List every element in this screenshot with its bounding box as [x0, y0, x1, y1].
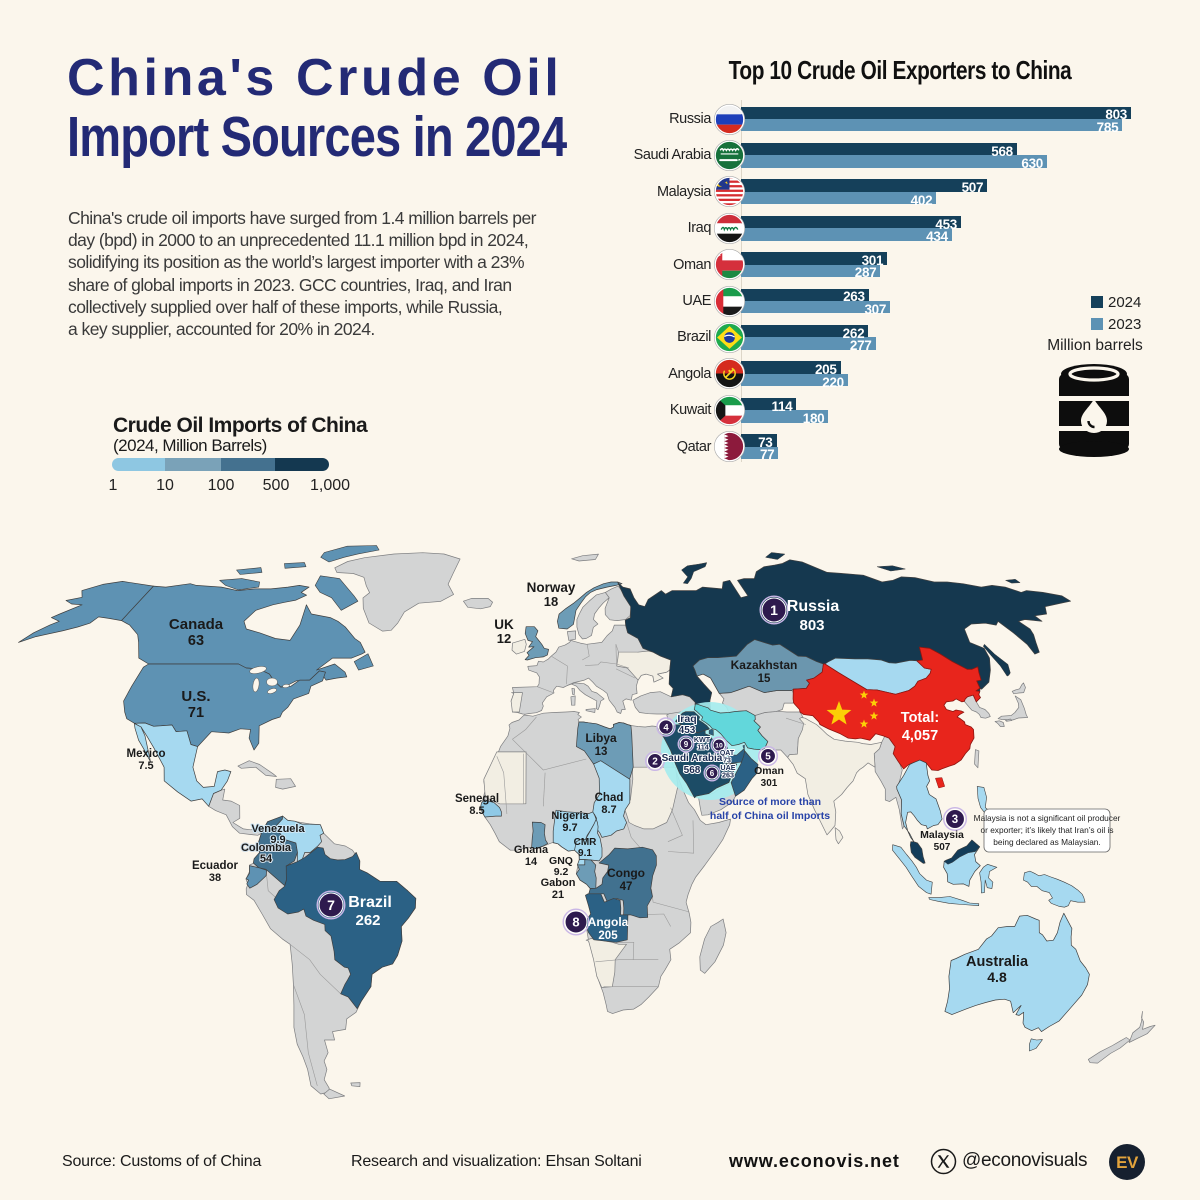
svg-text:half of China oil Imports: half of China oil Imports — [710, 810, 830, 822]
svg-text:568: 568 — [684, 765, 701, 776]
svg-text:63: 63 — [188, 633, 204, 649]
svg-text:38: 38 — [209, 872, 221, 884]
svg-text:or exporter; it’s likely that: or exporter; it’s likely that Iran’s oil… — [981, 825, 1114, 835]
svg-text:9: 9 — [684, 740, 689, 749]
svg-text:Russia: Russia — [787, 598, 840, 615]
svg-text:15: 15 — [758, 673, 771, 685]
svg-text:54: 54 — [260, 853, 273, 865]
svg-text:301: 301 — [761, 778, 778, 789]
svg-text:GNQ: GNQ — [549, 855, 573, 867]
svg-text:Mexico: Mexico — [127, 748, 166, 760]
svg-text:3: 3 — [952, 814, 958, 826]
svg-text:Ghana: Ghana — [514, 844, 549, 856]
svg-text:10: 10 — [715, 742, 723, 749]
svg-text:Ecuador: Ecuador — [192, 860, 239, 872]
svg-text:47: 47 — [620, 881, 633, 893]
svg-text:9.2: 9.2 — [554, 866, 569, 878]
svg-text:8.7: 8.7 — [601, 804, 616, 816]
svg-text:Oman: Oman — [754, 765, 784, 777]
svg-text:73: 73 — [723, 758, 731, 765]
svg-text:21: 21 — [552, 889, 564, 901]
svg-text:Chad: Chad — [595, 792, 624, 804]
svg-text:8: 8 — [572, 915, 579, 930]
svg-text:U.S.: U.S. — [181, 688, 210, 705]
svg-text:KWT: KWT — [694, 735, 711, 744]
svg-text:Libya: Libya — [585, 731, 617, 745]
svg-text:Saudi Arabia: Saudi Arabia — [662, 753, 723, 764]
svg-text:263: 263 — [722, 771, 734, 780]
svg-text:4: 4 — [663, 722, 669, 733]
svg-text:2: 2 — [652, 757, 658, 768]
svg-text:UAE: UAE — [720, 763, 735, 772]
svg-text:Source of more than: Source of more than — [719, 796, 821, 808]
svg-text:12: 12 — [497, 631, 511, 646]
svg-text:Gabon: Gabon — [541, 877, 576, 889]
svg-text:9.7: 9.7 — [562, 822, 577, 834]
svg-text:114: 114 — [697, 743, 709, 752]
svg-text:QAT: QAT — [720, 750, 735, 757]
svg-text:7.5: 7.5 — [138, 760, 153, 772]
svg-text:Australia: Australia — [966, 954, 1029, 970]
svg-text:453: 453 — [679, 725, 696, 736]
svg-text:71: 71 — [188, 705, 204, 721]
svg-text:Venezuela: Venezuela — [251, 823, 305, 835]
svg-text:Iraq: Iraq — [677, 713, 696, 725]
svg-text:Canada: Canada — [169, 616, 224, 633]
svg-text:Kazakhstan: Kazakhstan — [731, 658, 798, 672]
svg-text:205: 205 — [598, 930, 618, 942]
svg-text:8.5: 8.5 — [469, 805, 484, 817]
svg-text:507: 507 — [934, 842, 951, 853]
svg-text:Total:: Total: — [901, 710, 939, 726]
svg-text:being declared as Malaysian.: being declared as Malaysian. — [993, 837, 1100, 847]
svg-text:Brazil: Brazil — [348, 894, 392, 911]
svg-text:Malaysia is not a significant: Malaysia is not a significant oil produc… — [974, 813, 1121, 823]
svg-text:6: 6 — [710, 769, 715, 778]
svg-text:7: 7 — [327, 897, 335, 913]
svg-text:18: 18 — [544, 594, 558, 609]
svg-text:4.8: 4.8 — [987, 969, 1007, 985]
svg-text:1: 1 — [770, 602, 778, 618]
svg-text:CMR: CMR — [574, 837, 598, 848]
svg-text:UK: UK — [494, 617, 514, 632]
svg-text:Norway: Norway — [527, 580, 576, 595]
svg-text:5: 5 — [765, 752, 771, 763]
svg-text:262: 262 — [355, 912, 380, 929]
svg-text:Senegal: Senegal — [455, 793, 499, 805]
svg-text:Nigeria: Nigeria — [551, 810, 589, 822]
svg-text:9.1: 9.1 — [578, 848, 592, 859]
svg-text:803: 803 — [799, 617, 824, 634]
svg-text:13: 13 — [595, 746, 608, 758]
svg-text:9.9: 9.9 — [270, 834, 285, 846]
svg-text:14: 14 — [525, 856, 538, 868]
svg-text:Malaysia: Malaysia — [920, 829, 964, 841]
svg-text:Colombia: Colombia — [241, 842, 292, 854]
svg-text:Angola: Angola — [588, 915, 629, 929]
svg-text:Congo: Congo — [607, 866, 645, 880]
svg-text:4,057: 4,057 — [902, 728, 938, 744]
